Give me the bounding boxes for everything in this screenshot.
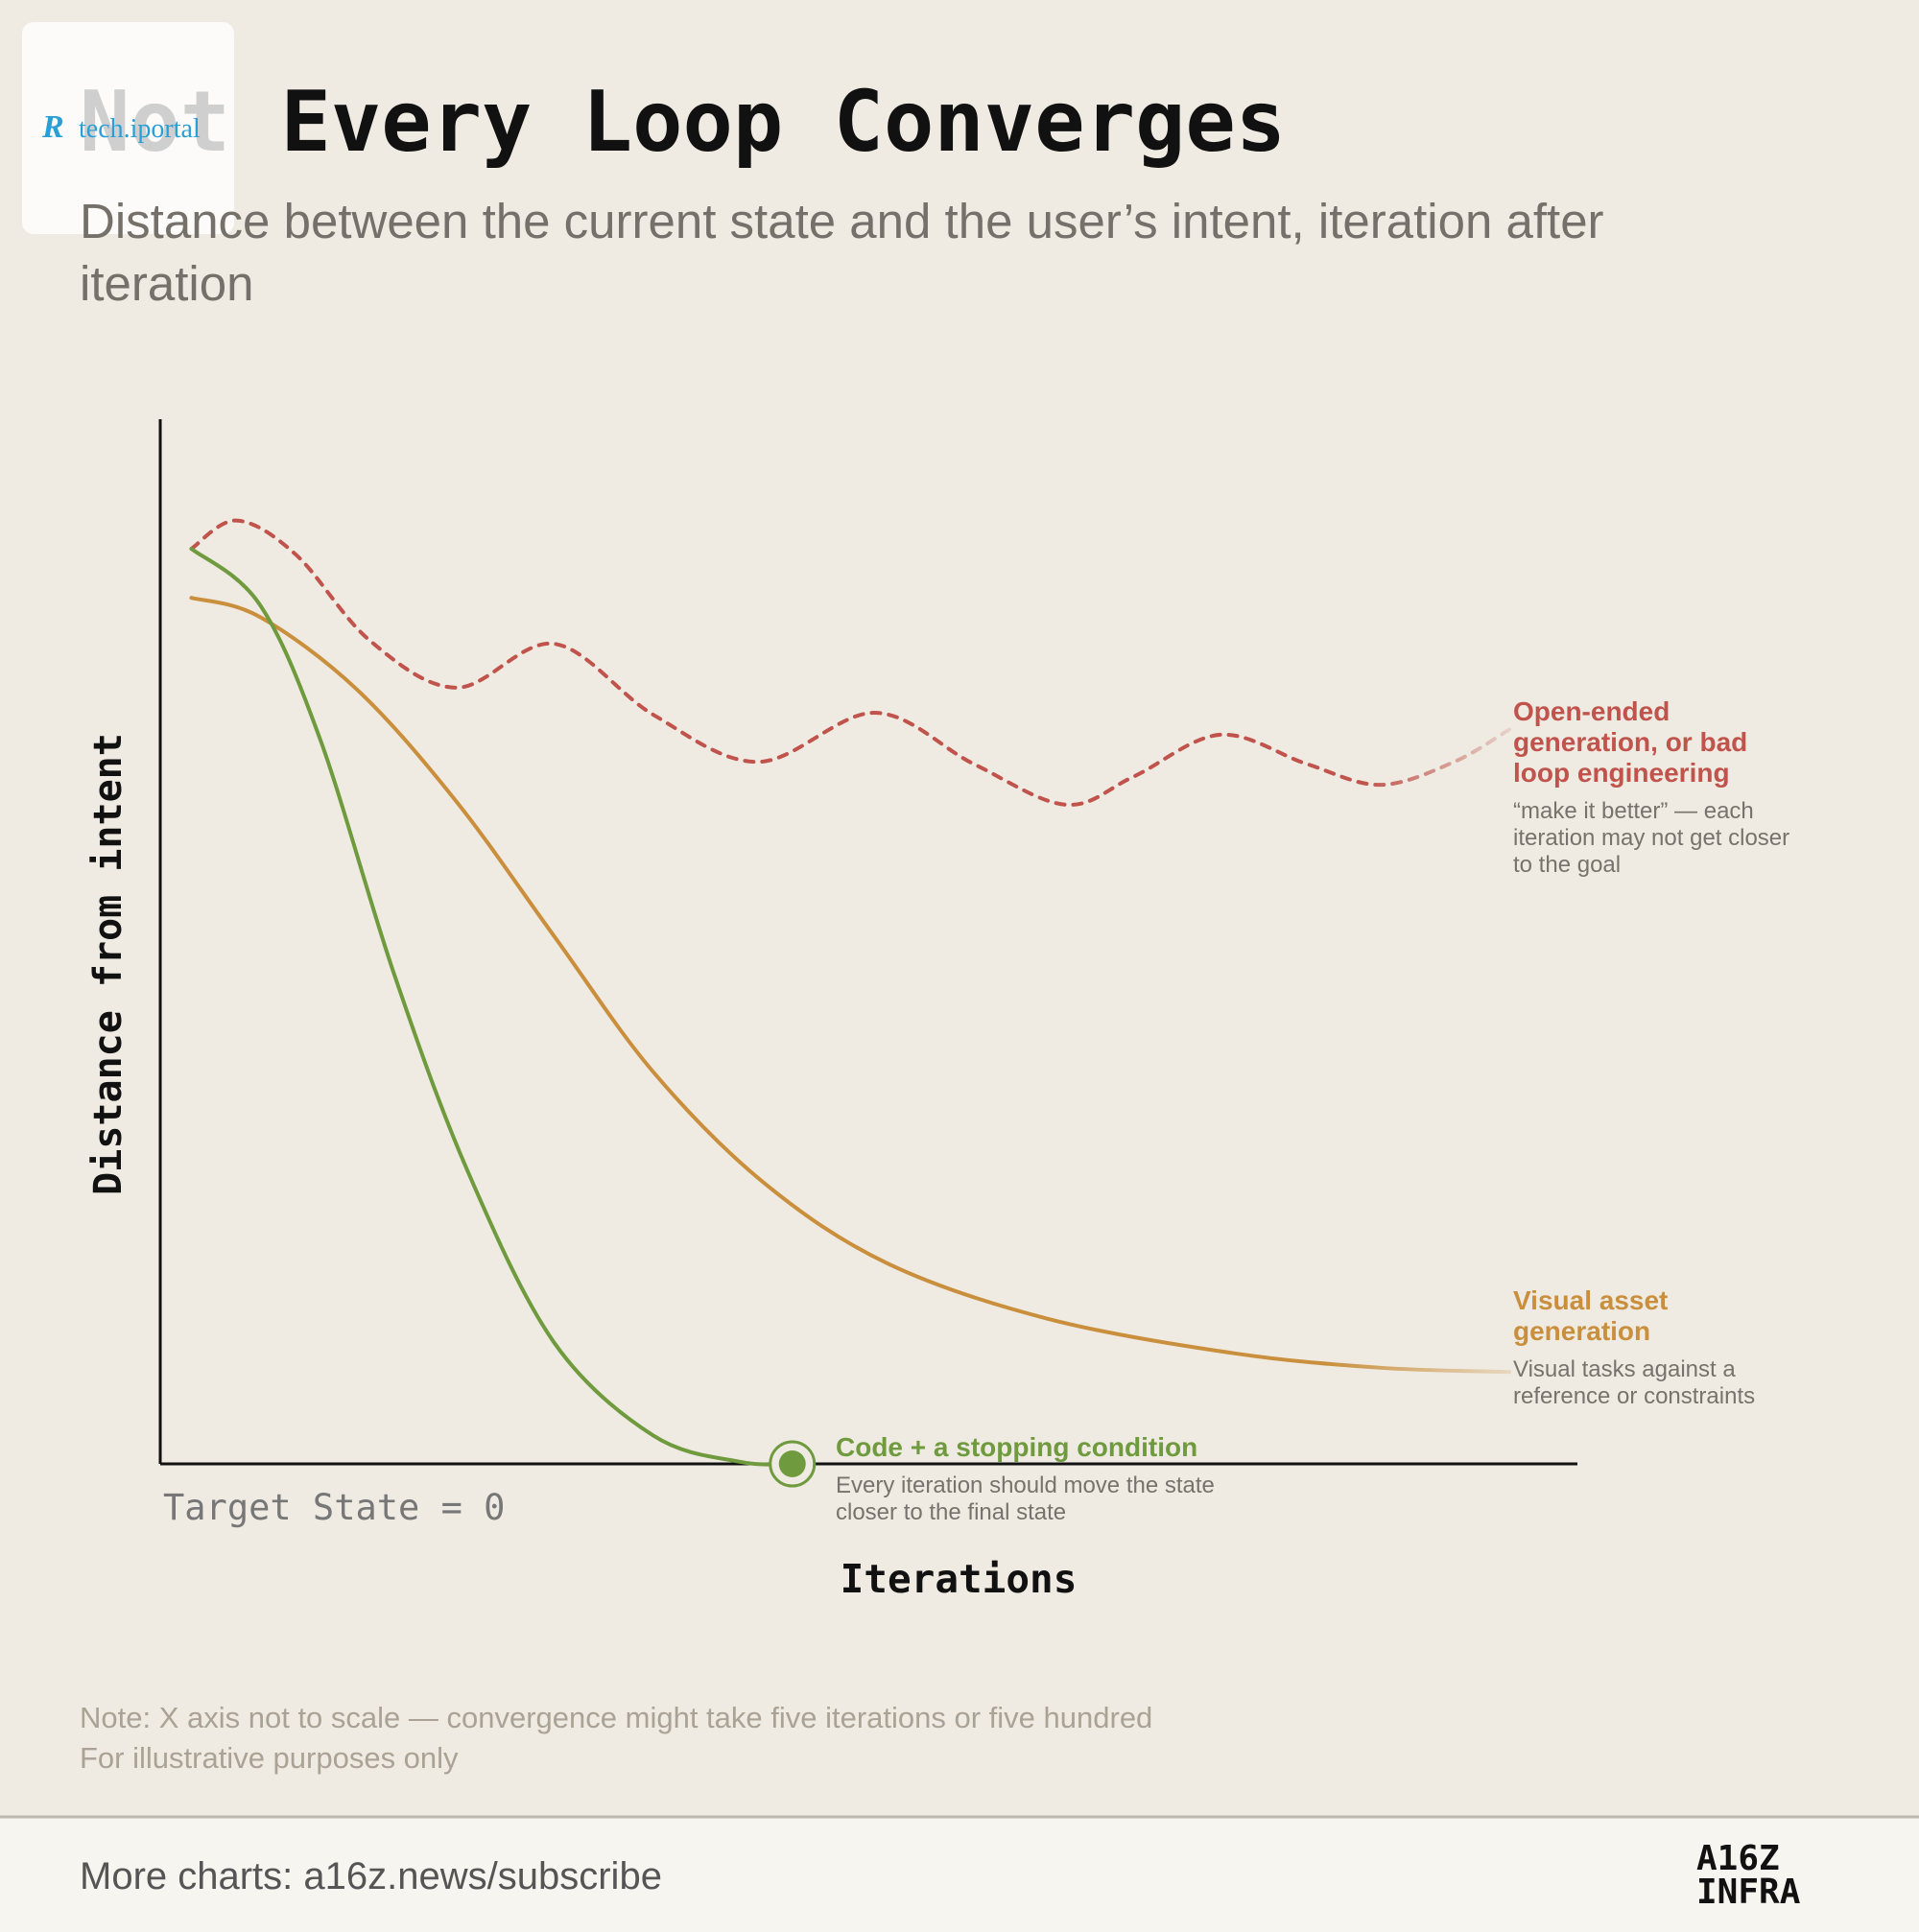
note: Note: X axis not to scale — convergence … xyxy=(80,1701,1152,1734)
series-line xyxy=(189,596,1512,1375)
footer-band xyxy=(0,1816,1919,1932)
series-description: “make it better” — each iteration may no… xyxy=(1513,798,1790,878)
series-name: Open-ended generation, or bad loop engin… xyxy=(1513,696,1748,788)
series-line xyxy=(189,547,794,1467)
series-description: Visual tasks against a reference or cons… xyxy=(1513,1356,1756,1409)
x-axis-label: Iterations xyxy=(841,1556,1078,1602)
footer-logo: INFRA xyxy=(1696,1873,1801,1912)
watermark-box xyxy=(22,22,234,234)
watermark: tech.iportal xyxy=(79,114,201,144)
watermark-icon: R xyxy=(41,109,64,145)
series-label: Open-ended generation, or bad loop engin… xyxy=(1513,696,1801,879)
chart-title: Not Every Loop Converges xyxy=(80,73,1286,171)
series-name: Visual asset generation xyxy=(1513,1285,1669,1346)
series-label: Code + a stopping condition Every iterati… xyxy=(836,1432,1239,1526)
series-label: Visual asset generation Visual tasks agai… xyxy=(1513,1285,1801,1410)
series-description: Every iteration should move the state cl… xyxy=(836,1473,1215,1525)
footer-logo: A16Z xyxy=(1696,1839,1780,1878)
chart-subtitle: Distance between the current state and t… xyxy=(80,194,1604,311)
origin-label: Target State = 0 xyxy=(163,1487,505,1528)
series-name: Code + a stopping condition xyxy=(836,1432,1198,1462)
series-line xyxy=(189,518,1512,807)
y-axis-label: Distance from intent xyxy=(86,733,130,1195)
note: For illustrative purposes only xyxy=(80,1741,459,1775)
footer-link[interactable]: More charts: a16z.news/subscribe xyxy=(80,1855,662,1897)
end-marker xyxy=(778,1450,806,1477)
